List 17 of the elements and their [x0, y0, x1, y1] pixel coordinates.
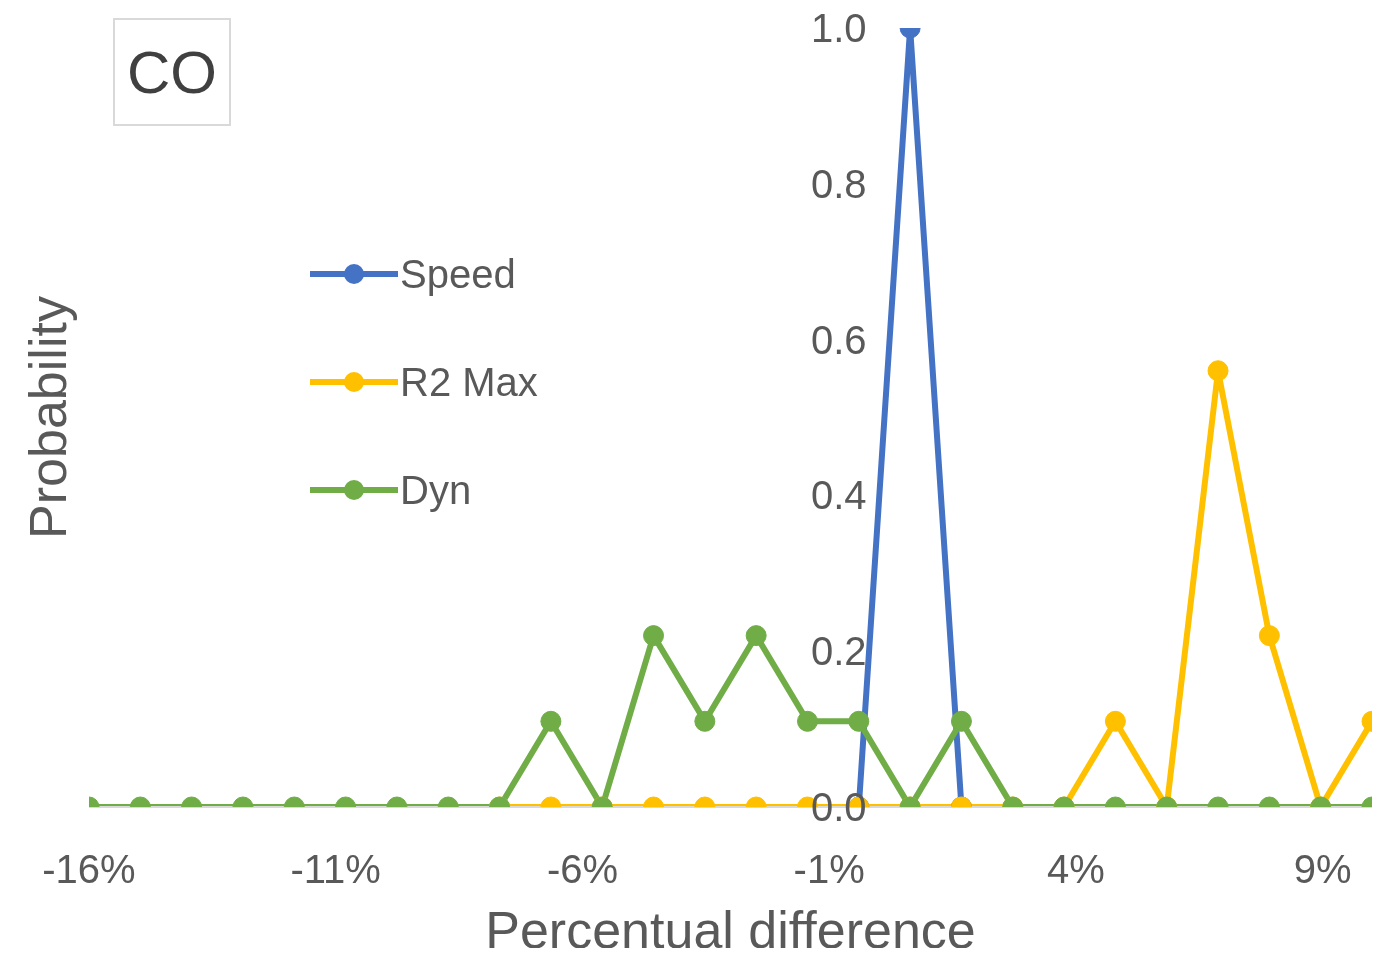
y-tick-label: 1.0 [810, 6, 867, 50]
legend-label: R2 Max [400, 359, 538, 405]
x-tick-label: -1% [793, 847, 865, 892]
legend-label: Dyn [400, 467, 472, 513]
x-tick-label: -16% [42, 847, 136, 892]
x-tick-label: -11% [290, 847, 381, 892]
x-tick-label: 4% [1047, 847, 1105, 892]
y-axis-title: Probability [19, 296, 78, 539]
y-tick-label: 0.6 [810, 317, 867, 362]
y-tick-label: 0.4 [810, 473, 867, 518]
chart-title: CO [113, 18, 231, 126]
x-tick-label: -6% [546, 847, 619, 892]
x-axis-title: Percentual difference [485, 901, 976, 957]
legend-label: Speed [400, 251, 516, 297]
y-tick-label: 0.2 [810, 629, 867, 674]
y-tick-label: 0.8 [810, 161, 867, 206]
x-tick-label: 9% [1293, 847, 1352, 892]
